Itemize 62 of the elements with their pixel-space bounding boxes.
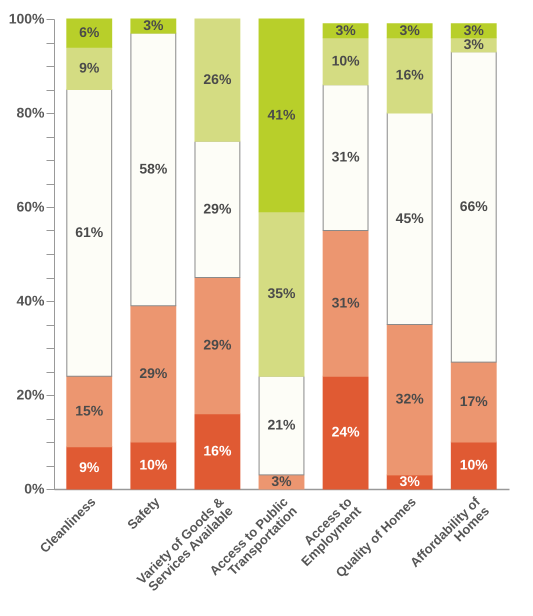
data-label: 26%	[203, 71, 232, 88]
data-label: 15%	[75, 402, 104, 418]
data-label: 3%	[400, 472, 420, 489]
y-tick-label: 0%	[24, 480, 46, 496]
data-label: 21%	[267, 416, 296, 433]
data-label: 41%	[267, 106, 296, 122]
data-label: 17%	[460, 393, 488, 410]
y-tick-label: 100%	[8, 10, 46, 26]
data-label: 29%	[203, 336, 232, 353]
data-label: 35%	[267, 284, 296, 301]
bar	[322, 230, 369, 377]
bar	[450, 51, 497, 363]
data-label: 29%	[139, 364, 168, 381]
data-label: 3%	[464, 36, 484, 52]
bar	[194, 18, 240, 142]
bar	[386, 324, 433, 476]
data-label: 58%	[139, 160, 168, 176]
bar	[194, 277, 240, 414]
y-tick-label: 80%	[16, 104, 46, 120]
data-label: 3%	[271, 472, 292, 489]
bar	[130, 305, 176, 442]
bar	[386, 37, 433, 114]
data-label: 24%	[332, 424, 360, 440]
data-label: 29%	[203, 200, 232, 216]
data-label: 45%	[396, 210, 424, 226]
bar	[258, 376, 304, 476]
y-tick-label: 20%	[16, 386, 46, 402]
bar	[258, 211, 304, 377]
bar	[322, 376, 369, 490]
data-label: 10%	[460, 456, 488, 472]
bar	[322, 37, 369, 86]
y-tick-label: 60%	[16, 198, 46, 214]
data-label: 32%	[396, 390, 424, 407]
y-tick-label: 40%	[16, 292, 46, 308]
data-label: 16%	[203, 442, 232, 458]
data-label: 6%	[79, 24, 100, 40]
data-label: 61%	[75, 224, 104, 240]
bar	[130, 32, 176, 306]
bar	[66, 89, 112, 377]
bar	[322, 84, 369, 231]
data-label: 31%	[332, 294, 360, 310]
bar	[66, 46, 112, 90]
bar	[386, 112, 433, 325]
bar	[450, 362, 497, 442]
data-label: 16%	[396, 66, 424, 82]
data-label: 66%	[460, 198, 488, 214]
bar	[194, 413, 240, 490]
bar	[66, 376, 112, 448]
data-label: 3%	[400, 22, 420, 38]
bar	[130, 442, 176, 490]
bar	[258, 18, 304, 212]
data-label: 3%	[335, 22, 356, 38]
bar	[66, 446, 112, 490]
data-label: 9%	[79, 458, 100, 475]
data-label: 3%	[143, 17, 164, 34]
data-label: 10%	[332, 52, 360, 68]
data-label: 9%	[79, 59, 100, 76]
bar	[450, 442, 497, 490]
bar	[194, 140, 240, 278]
data-label: 31%	[332, 148, 360, 165]
data-label: 10%	[139, 456, 168, 472]
data-label: 3%	[464, 22, 484, 38]
